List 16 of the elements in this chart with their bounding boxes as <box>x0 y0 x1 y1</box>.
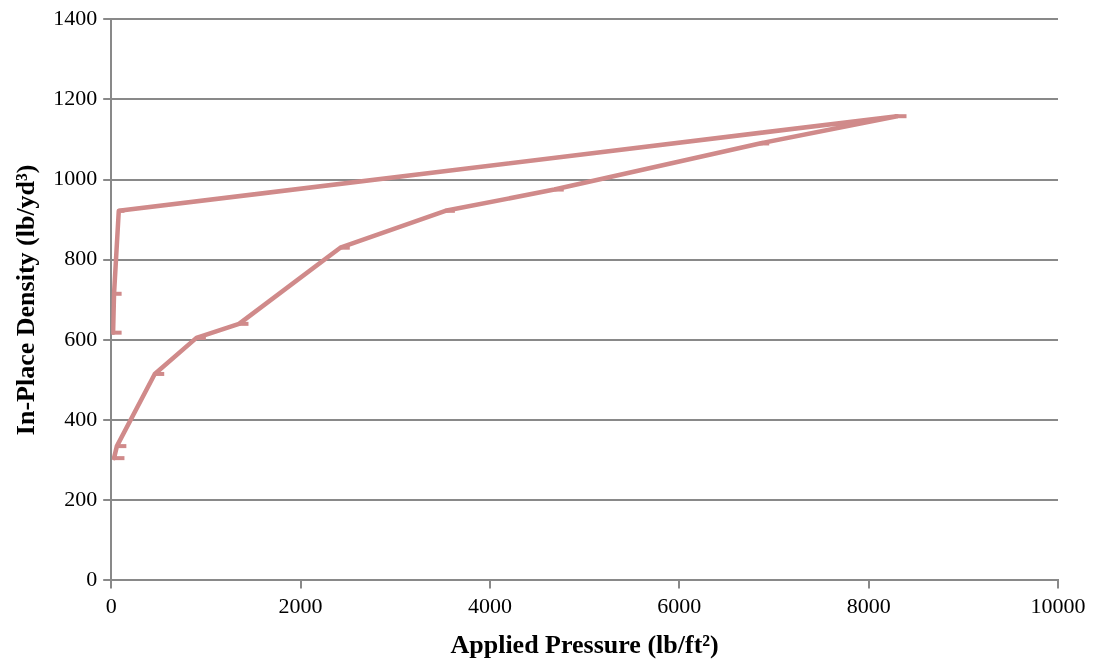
y-tick-label: 1400 <box>53 4 98 30</box>
x-tick-label: 10000 <box>1030 593 1086 619</box>
x-tick-label: 8000 <box>846 593 891 619</box>
y-tick-label: 1200 <box>53 85 98 111</box>
y-tick-label: 0 <box>86 566 98 592</box>
y-tick-label: 400 <box>64 405 98 431</box>
x-tick-label: 0 <box>105 593 117 619</box>
x-axis-title: Applied Pressure (lb/ft²) <box>450 630 719 660</box>
y-tick-label: 200 <box>64 486 98 512</box>
y-tick-label: 600 <box>64 325 98 351</box>
x-tick-label: 4000 <box>467 593 512 619</box>
x-tick-label: 6000 <box>657 593 702 619</box>
y-tick-label: 1000 <box>53 165 98 191</box>
y-axis-title: In-Place Density (lb/yd³) <box>11 164 41 436</box>
x-tick-label: 2000 <box>278 593 323 619</box>
y-tick-label: 800 <box>64 245 98 271</box>
